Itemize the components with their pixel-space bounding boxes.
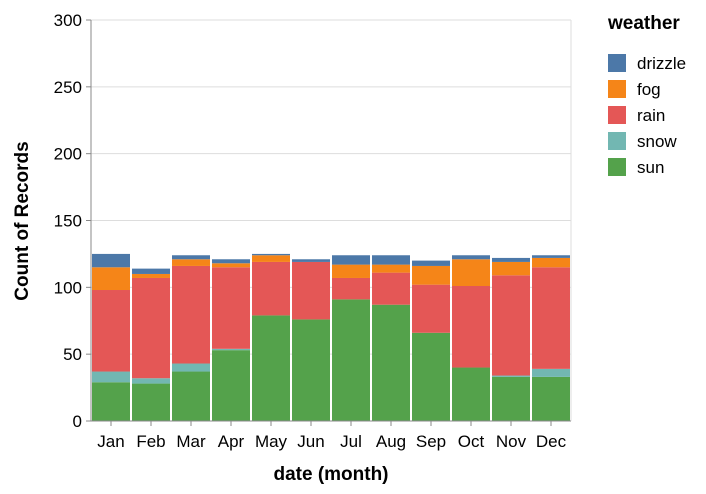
y-tick-label: 300 (54, 11, 82, 30)
legend-label-rain: rain (637, 106, 665, 125)
bar-sun (492, 376, 530, 421)
bar-rain (92, 290, 130, 372)
legend-swatch-drizzle (608, 54, 626, 72)
bar-fog (372, 264, 410, 273)
bar-drizzle (452, 255, 490, 260)
bar-fog (492, 261, 530, 276)
bar-fog (212, 263, 250, 268)
x-tick-label: Jun (297, 432, 324, 451)
x-tick-label: May (255, 432, 288, 451)
y-tick-label: 150 (54, 212, 82, 231)
grid (91, 19, 572, 422)
bar-sun (332, 299, 370, 421)
x-axis-title: date (month) (273, 464, 388, 485)
bar-drizzle (172, 255, 210, 260)
bar-drizzle (532, 255, 570, 258)
bar-snow (132, 378, 170, 384)
legend-title: weather (607, 13, 680, 34)
x-tick-label: Feb (136, 432, 165, 451)
axes: 0 50 100 150 200 250 300 Jan Feb Mar Apr May Jun Jul A… (54, 11, 571, 451)
bar-rain (132, 277, 170, 379)
y-tick-label: 200 (54, 145, 82, 164)
bar-sun (172, 371, 210, 421)
bar-sun (92, 382, 130, 421)
bar-sun (292, 319, 330, 421)
bar-snow (92, 371, 130, 383)
bar-sun (532, 376, 570, 421)
bar-snow (172, 363, 210, 372)
bar-sun (452, 367, 490, 421)
bar-drizzle (412, 260, 450, 266)
bar-drizzle (292, 259, 330, 262)
bar-sun (372, 304, 410, 421)
legend-swatch-sun (608, 158, 626, 176)
y-tick-label: 100 (54, 278, 82, 297)
legend-label-drizzle: drizzle (637, 54, 686, 73)
bar-fog (532, 257, 570, 268)
legend-label-fog: fog (637, 80, 661, 99)
bar-sun (132, 383, 170, 421)
bar-fog (132, 273, 170, 278)
bar-fog (332, 264, 370, 278)
bar-snow (532, 368, 570, 377)
legend-swatch-snow (608, 132, 626, 150)
x-tick-label: Dec (536, 432, 567, 451)
bar-snow (492, 375, 530, 377)
legend-label-snow: snow (637, 132, 677, 151)
bar-drizzle (212, 259, 250, 264)
x-tick-label: Nov (496, 432, 527, 451)
y-tick-label: 250 (54, 78, 82, 97)
bar-drizzle (92, 253, 130, 268)
bar-rain (372, 272, 410, 305)
bar-rain (412, 284, 450, 333)
bar-rain (212, 267, 250, 349)
bar-rain (332, 277, 370, 300)
bar-drizzle (372, 255, 410, 265)
bar-drizzle (132, 268, 170, 274)
bar-sun (412, 332, 450, 421)
bar-fog (412, 265, 450, 285)
legend: weather drizzle fog rain snow sun (607, 13, 686, 177)
bar-drizzle (332, 255, 370, 265)
legend-swatch-fog (608, 80, 626, 98)
bar-fog (172, 259, 210, 266)
bar-rain (492, 275, 530, 376)
bar-fog (452, 259, 490, 286)
x-tick-label: Oct (458, 432, 485, 451)
bar-fog (252, 255, 290, 262)
x-tick-label: Mar (176, 432, 206, 451)
legend-label-sun: sun (637, 158, 664, 177)
bar-sun (212, 350, 250, 421)
x-tick-label: Sep (416, 432, 446, 451)
bar-rain (172, 265, 210, 364)
bar-rain (252, 261, 290, 316)
x-tick-label: Jan (97, 432, 124, 451)
bar-drizzle (252, 253, 290, 256)
bar-snow (212, 348, 250, 351)
bar-rain (452, 285, 490, 368)
x-tick-label: Aug (376, 432, 406, 451)
bar-drizzle (492, 257, 530, 262)
bar-rain (532, 267, 570, 369)
y-tick-label: 50 (63, 345, 82, 364)
bar-rain (292, 261, 330, 320)
bars (92, 253, 570, 421)
y-tick-label: 0 (73, 412, 82, 431)
x-tick-label: Apr (218, 432, 245, 451)
bar-fog (92, 267, 130, 291)
x-tick-label: Jul (340, 432, 362, 451)
bar-sun (252, 315, 290, 421)
legend-swatch-rain (608, 106, 626, 124)
y-axis-title: Count of Records (12, 141, 33, 300)
